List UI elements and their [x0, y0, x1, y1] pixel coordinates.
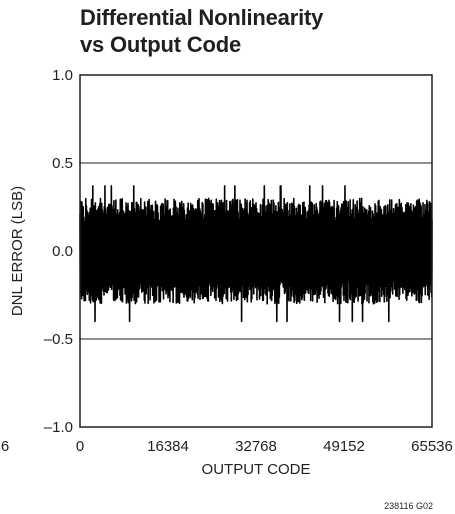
y-tick-label: 1.0	[52, 67, 73, 84]
x-tick-label: 65536	[411, 438, 453, 455]
cut-off-tick-label: 6	[1, 438, 9, 455]
y-tick-label: –0.5	[44, 331, 73, 348]
x-tick-label: 32768	[235, 438, 277, 455]
chart-title-line-1: Differential Nonlinearity	[80, 5, 324, 30]
x-axis-label: OUTPUT CODE	[202, 461, 311, 478]
y-tick-label: 0.5	[52, 155, 73, 172]
plot-frame	[79, 74, 433, 428]
y-axis-label: DNL ERROR (LSB)	[9, 186, 26, 316]
x-tick-label: 16384	[147, 438, 189, 455]
dnl-series-line	[79, 185, 433, 323]
x-tick-label: 49152	[323, 438, 365, 455]
chart-title: Differential Nonlinearity vs Output Code	[80, 4, 323, 58]
chart-title-line-2: vs Output Code	[80, 32, 241, 57]
x-tick-label: 0	[76, 438, 84, 455]
figure-id: 238116 G02	[384, 501, 433, 511]
y-tick-label: 0.0	[52, 243, 73, 260]
y-tick-label: –1.0	[44, 419, 73, 436]
